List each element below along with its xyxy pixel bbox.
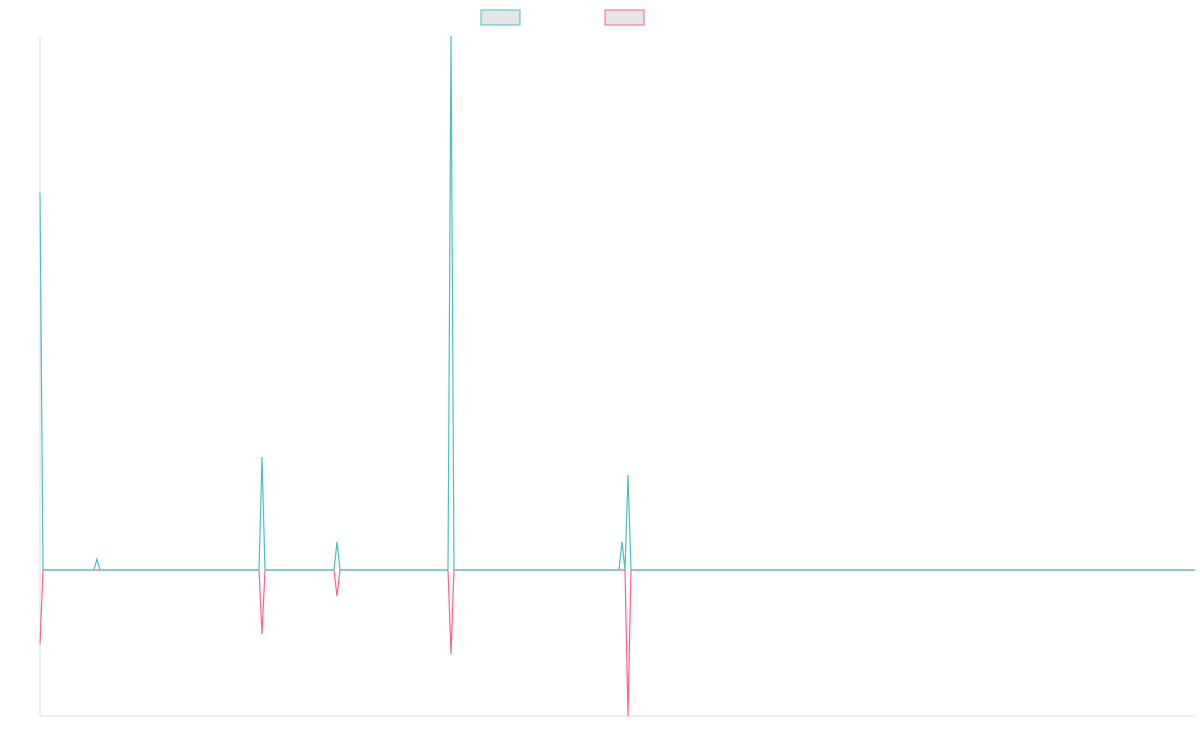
legend-swatch[interactable]: [604, 9, 645, 26]
legend-swatch[interactable]: [480, 9, 521, 26]
series-line: [39, 569, 1195, 717]
series-line: [39, 35, 1195, 571]
